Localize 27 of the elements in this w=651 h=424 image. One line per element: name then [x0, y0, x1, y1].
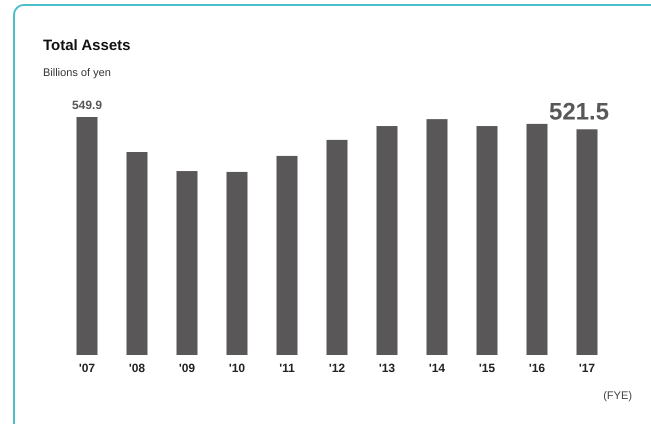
bar	[176, 171, 198, 355]
chart-subtitle: Billions of yen	[43, 67, 111, 79]
x-tick-label: '10	[228, 361, 246, 375]
x-tick-label: '17	[578, 361, 596, 375]
x-tick-label: '07	[78, 361, 96, 375]
bar	[326, 140, 348, 355]
x-tick-label: '15	[478, 361, 496, 375]
bar	[226, 172, 248, 355]
bar	[526, 124, 548, 355]
x-tick-label: '13	[378, 361, 396, 375]
x-tick-label: '16	[528, 361, 546, 375]
data-label: 521.5	[548, 98, 610, 126]
bar	[276, 156, 298, 355]
x-tick-label: '09	[178, 361, 196, 375]
x-tick-label: '14	[428, 361, 446, 375]
x-tick-label: '08	[128, 361, 146, 375]
text: (FYE)	[603, 390, 632, 402]
x-tick-label: '12	[328, 361, 346, 375]
bar	[126, 152, 148, 355]
chart-title: Total Assets	[43, 37, 131, 54]
bar	[426, 119, 448, 355]
bar	[76, 117, 98, 355]
bar	[476, 126, 498, 355]
bar	[376, 126, 398, 355]
x-tick-label: '11	[279, 361, 296, 375]
bar	[576, 129, 598, 355]
data-label: 549.9	[72, 98, 102, 112]
